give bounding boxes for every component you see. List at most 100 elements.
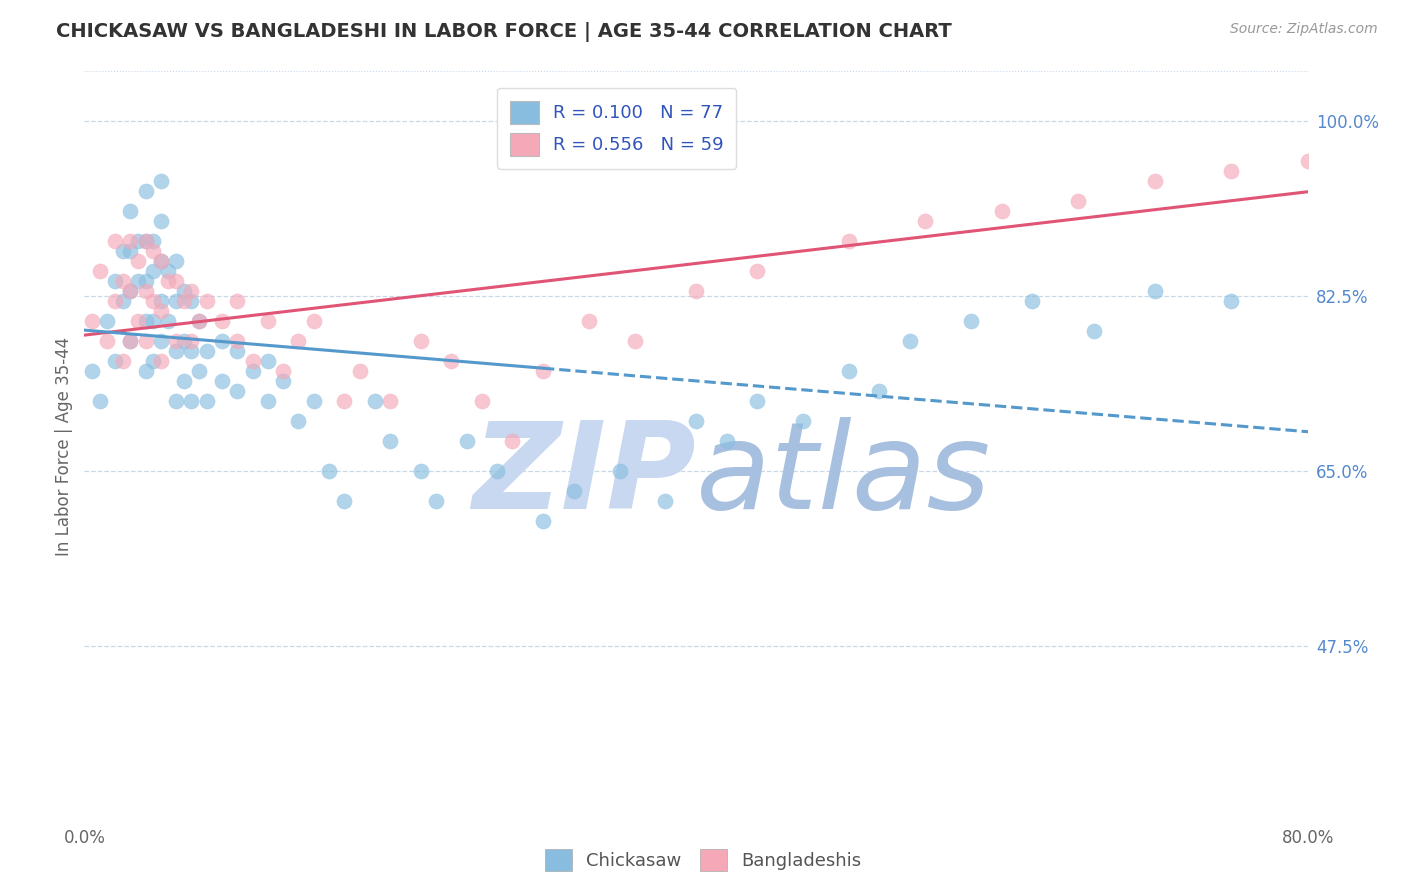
Point [333, 394, 356, 409]
Point [120, 284, 142, 298]
Point [562, 483, 585, 498]
Point [173, 374, 195, 388]
Point [1372, 145, 1395, 159]
Point [1143, 284, 1166, 298]
Point [425, 494, 447, 508]
Point [838, 364, 860, 378]
Point [211, 374, 233, 388]
Point [80, 364, 103, 378]
Point [80, 314, 103, 328]
Point [135, 234, 157, 248]
Point [120, 284, 142, 298]
Point [120, 334, 142, 348]
Point [1067, 194, 1090, 209]
Point [149, 294, 172, 309]
Point [318, 464, 340, 478]
Point [127, 254, 149, 268]
Point [180, 294, 202, 309]
Point [440, 354, 463, 368]
Point [747, 264, 769, 278]
Point [1296, 154, 1319, 169]
Point [120, 244, 142, 259]
Point [1143, 174, 1166, 188]
Point [104, 234, 127, 248]
Point [960, 314, 983, 328]
Point [149, 214, 172, 228]
Point [142, 354, 165, 368]
Point [157, 274, 180, 288]
Point [364, 394, 387, 409]
Point [111, 274, 134, 288]
Point [96, 334, 118, 348]
Point [1220, 164, 1243, 178]
Point [173, 284, 195, 298]
Point [188, 364, 211, 378]
Point [149, 354, 172, 368]
Point [502, 434, 524, 448]
Point [271, 374, 294, 388]
Point [302, 314, 325, 328]
Point [96, 314, 118, 328]
Point [1220, 294, 1243, 309]
Point [914, 214, 936, 228]
Point [149, 254, 172, 268]
Point [157, 264, 180, 278]
Point [111, 244, 134, 259]
Point [120, 234, 142, 248]
Point [578, 314, 600, 328]
Point [135, 314, 157, 328]
Point [333, 494, 356, 508]
Point [149, 334, 172, 348]
Point [165, 334, 187, 348]
Point [654, 494, 676, 508]
Point [792, 414, 814, 428]
Point [471, 394, 494, 409]
Point [486, 464, 509, 478]
Point [142, 294, 165, 309]
Point [89, 264, 111, 278]
Point [165, 394, 187, 409]
Point [135, 234, 157, 248]
Point [302, 394, 325, 409]
Point [180, 394, 202, 409]
Point [104, 294, 127, 309]
Point [380, 394, 402, 409]
Point [104, 354, 127, 368]
Point [165, 254, 187, 268]
Point [211, 314, 233, 328]
Point [149, 174, 172, 188]
Point [188, 314, 211, 328]
Point [287, 334, 309, 348]
Point [242, 354, 264, 368]
Point [120, 204, 142, 219]
Point [287, 414, 309, 428]
Point [898, 334, 921, 348]
Point [135, 364, 157, 378]
Text: Source: ZipAtlas.com: Source: ZipAtlas.com [1230, 22, 1378, 37]
Point [211, 334, 233, 348]
Point [142, 234, 165, 248]
Point [165, 274, 187, 288]
Point [349, 364, 371, 378]
Point [1083, 324, 1105, 338]
Point [127, 234, 149, 248]
Legend: R = 0.100   N = 77, R = 0.556   N = 59: R = 0.100 N = 77, R = 0.556 N = 59 [498, 88, 737, 169]
Point [869, 384, 891, 398]
Point [195, 394, 218, 409]
Point [226, 344, 249, 359]
Point [271, 364, 294, 378]
Point [173, 334, 195, 348]
Point [149, 254, 172, 268]
Point [135, 334, 157, 348]
Point [142, 314, 165, 328]
Point [257, 314, 280, 328]
Text: CHICKASAW VS BANGLADESHI IN LABOR FORCE | AGE 35-44 CORRELATION CHART: CHICKASAW VS BANGLADESHI IN LABOR FORCE … [56, 22, 952, 42]
Point [226, 294, 249, 309]
Point [226, 384, 249, 398]
Point [257, 354, 280, 368]
Point [409, 334, 432, 348]
Point [257, 394, 280, 409]
Point [111, 354, 134, 368]
Point [380, 434, 402, 448]
Point [111, 294, 134, 309]
